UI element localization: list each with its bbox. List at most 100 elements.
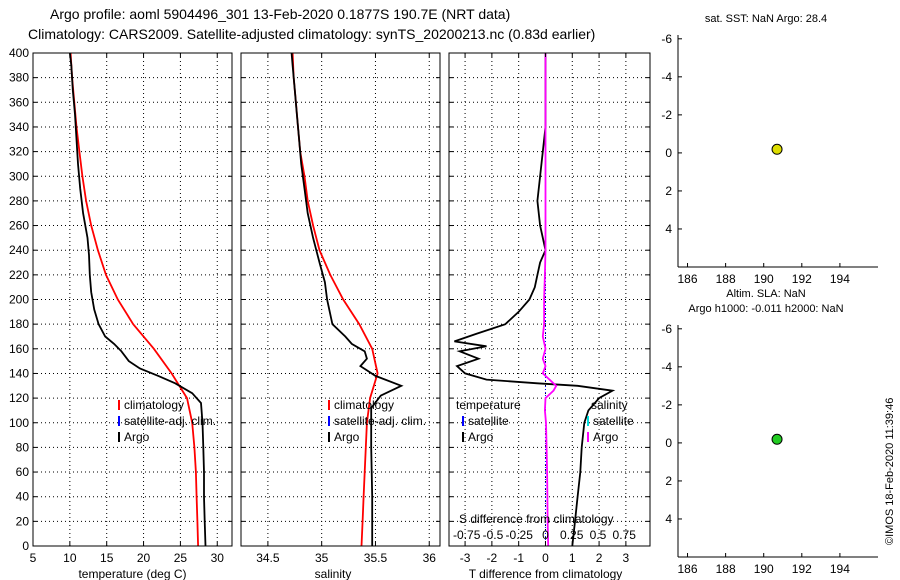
difference-x-tick-label: 2 bbox=[596, 551, 603, 565]
difference-s-tick-label: 0 bbox=[542, 528, 549, 542]
difference-legend-entry: satellite bbox=[593, 414, 634, 428]
depth-tick-label: 320 bbox=[9, 145, 29, 159]
imos-credit: ©IMOS 18-Feb-2020 11:39:46 bbox=[884, 398, 896, 545]
difference-grid bbox=[449, 52, 650, 547]
salinity-x-tick-label: 34.5 bbox=[256, 551, 280, 565]
difference-legend-entry: Argo bbox=[468, 430, 494, 444]
sla-x-tick-label: 188 bbox=[716, 562, 736, 576]
difference-x-tick-label: 0 bbox=[542, 551, 549, 565]
depth-tick-label: 260 bbox=[9, 219, 29, 233]
temperature-series-argo bbox=[69, 52, 207, 547]
sla-y-tick-label: -2 bbox=[661, 398, 672, 412]
temperature-x-tick-label: 20 bbox=[137, 551, 151, 565]
difference-x-tick-label: -1 bbox=[513, 551, 524, 565]
temperature-series-climatology bbox=[69, 52, 199, 547]
salinity-x-tick-label: 35.5 bbox=[364, 551, 388, 565]
difference-s-tick-label: -0.75 bbox=[453, 528, 481, 542]
sst-title: sat. SST: NaN Argo: 28.4 bbox=[705, 13, 827, 25]
sst-y-tick-label: -6 bbox=[661, 32, 672, 46]
difference-x-tick-label: -3 bbox=[460, 551, 471, 565]
temperature-x-tick-label: 15 bbox=[100, 551, 114, 565]
difference-s-axis-label: S difference from climatology bbox=[459, 512, 614, 526]
sst-x-tick-label: 194 bbox=[830, 272, 850, 286]
sla-y-tick-label: -4 bbox=[661, 360, 672, 374]
sst-y-tick-label: 2 bbox=[665, 184, 672, 198]
difference-legend-temperature-title: temperature bbox=[456, 398, 521, 412]
sla-title: Altim. SLA: NaN bbox=[726, 288, 806, 300]
difference-axes-frame bbox=[448, 52, 651, 547]
sst-y-tick-label: 0 bbox=[665, 146, 672, 160]
temperature-x-tick-label: 10 bbox=[63, 551, 77, 565]
depth-tick-label: 100 bbox=[9, 416, 29, 430]
depth-tick-label: 220 bbox=[9, 268, 29, 282]
sla-y-tick-label: 4 bbox=[665, 512, 672, 526]
depth-tick-label: 120 bbox=[9, 391, 29, 405]
sla-x-tick-label: 190 bbox=[754, 562, 774, 576]
depth-tick-label: 80 bbox=[16, 440, 30, 454]
difference-x-tick-label: 3 bbox=[623, 551, 630, 565]
difference-s-tick-label: -0.25 bbox=[506, 528, 534, 542]
salinity-x-tick-label: 35 bbox=[315, 551, 329, 565]
sst-point bbox=[771, 143, 783, 155]
difference-s-tick-label: -0.5 bbox=[483, 528, 504, 542]
depth-tick-label: 400 bbox=[9, 46, 29, 60]
difference-x-tick-label: -2 bbox=[487, 551, 498, 565]
difference-legend-entry: satellite bbox=[468, 414, 509, 428]
difference-x-axis-label: T difference from climatology bbox=[469, 567, 623, 580]
difference-legend-salinity-title: salinity bbox=[591, 398, 628, 412]
sst-y-tick-label: -4 bbox=[661, 70, 672, 84]
salinity-grid bbox=[241, 52, 440, 547]
depth-tick-label: 360 bbox=[9, 95, 29, 109]
difference-series-t-difference-argo- bbox=[454, 53, 616, 547]
sst-x-tick-label: 192 bbox=[792, 272, 812, 286]
depth-tick-label: 20 bbox=[16, 514, 30, 528]
difference-legend-entry: Argo bbox=[593, 430, 619, 444]
salinity-axes-frame bbox=[240, 52, 441, 547]
difference-s-tick-label: 0.25 bbox=[560, 528, 584, 542]
sst-y-tick-label: -2 bbox=[661, 108, 672, 122]
sst-x-tick-label: 190 bbox=[754, 272, 774, 286]
salinity-x-tick-label: 36 bbox=[423, 551, 437, 565]
sla-y-tick-label: 0 bbox=[665, 436, 672, 450]
plots-group: 0204060801001201401601802002202402602803… bbox=[9, 13, 878, 580]
sla-point bbox=[771, 433, 783, 445]
salinity-legend-entry: Argo bbox=[334, 430, 360, 444]
depth-tick-label: 380 bbox=[9, 71, 29, 85]
salinity-legend-entry: climatology bbox=[334, 398, 394, 412]
difference-s-tick-label: 0.5 bbox=[590, 528, 607, 542]
depth-tick-label: 40 bbox=[16, 490, 30, 504]
temperature-x-axis-label: temperature (deg C) bbox=[78, 567, 186, 580]
depth-tick-label: 180 bbox=[9, 317, 29, 331]
depth-tick-label: 300 bbox=[9, 169, 29, 183]
depth-tick-label: 340 bbox=[9, 120, 29, 134]
sst-x-tick-label: 188 bbox=[716, 272, 736, 286]
depth-tick-label: 280 bbox=[9, 194, 29, 208]
salinity-legend-entry: satellite-adj. clim. bbox=[334, 414, 426, 428]
temperature-legend-entry: Argo bbox=[124, 430, 150, 444]
salinity-series-argo bbox=[290, 52, 404, 546]
difference-s-tick-label: 0.75 bbox=[613, 528, 637, 542]
sla-x-tick-label: 192 bbox=[792, 562, 812, 576]
sst-x-tick-label: 186 bbox=[678, 272, 698, 286]
figure-title-line-2: Climatology: CARS2009. Satellite-adjuste… bbox=[28, 26, 595, 42]
sla-x-tick-label: 194 bbox=[830, 562, 850, 576]
depth-tick-label: 240 bbox=[9, 243, 29, 257]
temperature-x-tick-label: 25 bbox=[174, 551, 188, 565]
salinity-x-axis-label: salinity bbox=[315, 567, 352, 580]
temperature-grid bbox=[32, 52, 232, 547]
sla-subtitle: Argo h1000: -0.011 h2000: NaN bbox=[688, 303, 843, 315]
sst-y-tick-label: 4 bbox=[665, 222, 672, 236]
temperature-legend-entry: satellite-adj. clim. bbox=[124, 414, 216, 428]
depth-tick-label: 200 bbox=[9, 293, 29, 307]
difference-series-s-difference-argo- bbox=[541, 53, 558, 547]
depth-tick-label: 60 bbox=[16, 465, 30, 479]
temperature-x-tick-label: 5 bbox=[30, 551, 37, 565]
temperature-axes-frame bbox=[32, 52, 233, 547]
depth-tick-label: 0 bbox=[22, 539, 29, 553]
figure-title-line-1: Argo profile: aoml 5904496_301 13-Feb-20… bbox=[50, 6, 510, 22]
difference-x-tick-label: 1 bbox=[569, 551, 576, 565]
depth-tick-label: 160 bbox=[9, 342, 29, 356]
depth-tick-label: 140 bbox=[9, 366, 29, 380]
temperature-legend-entry: climatology bbox=[124, 398, 184, 412]
